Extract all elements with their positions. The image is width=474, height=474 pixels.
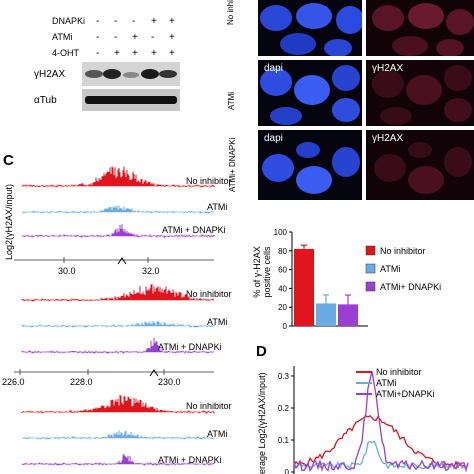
treatment-sign: + <box>114 48 120 59</box>
treatment-sign: - <box>132 16 136 27</box>
treatment-sign: - <box>96 16 100 27</box>
track-atmi-1-signal <box>22 205 215 214</box>
treatment-sign: + <box>151 48 157 59</box>
track-atmi-dnapki-1-signal <box>21 223 215 238</box>
blot-label-atub: αTub <box>34 95 57 106</box>
peak-marker-2 <box>149 369 159 377</box>
track-no-inhibitor-1-signal <box>21 166 215 188</box>
track-atmi-2-signal <box>21 320 215 328</box>
micrograph-dapi-atmi-dnapki <box>258 130 362 200</box>
track-label-atmi-1: ATMi <box>207 202 228 212</box>
treatment-sign: - <box>96 48 100 59</box>
y-tick-label: 80 <box>278 247 287 256</box>
y-tick-label: 100 <box>274 228 288 237</box>
panel-d-letter: D <box>256 343 267 360</box>
track-label-atmi-2: ATMi <box>207 317 228 327</box>
micrograph-gh2ax-atmi <box>366 60 474 126</box>
treatment-sign: + <box>169 48 175 59</box>
row-label-dnapki: DNAPKi <box>52 16 86 26</box>
track-atmi-dnapki-2-signal <box>21 337 215 354</box>
track-label-atmi-3: ATMi <box>207 429 228 439</box>
treatment-sign: + <box>132 32 138 43</box>
profile-atmi-dnapki <box>293 371 469 473</box>
track-label-atmi-dnapki-1: ATMi + DNAPKi <box>162 225 226 235</box>
legend-label: ATMi <box>376 378 396 388</box>
legend-label: ATMi <box>380 264 400 274</box>
treatment-sign: + <box>151 16 157 27</box>
legend-label: No inhibitor <box>376 367 422 377</box>
panel-c-letter: C <box>3 152 14 169</box>
track-no-inhibitor-2-signal <box>21 284 215 302</box>
legend-label: No inhibitor <box>380 246 426 256</box>
y-tick-label: 0 <box>285 468 290 474</box>
treatment-sign: - <box>96 32 100 43</box>
panel-d-ylabel: erage Log2(γH2AX/input) <box>257 372 267 474</box>
y-tick-label: 20 <box>278 303 287 312</box>
western-blot-atub <box>82 89 180 111</box>
treatment-sign: - <box>114 16 118 27</box>
treatment-sign: - <box>151 32 155 43</box>
treatment-sign: + <box>169 32 175 43</box>
bar <box>338 304 358 326</box>
panel-c-ylabel: Log2(γH2AX/input) <box>4 183 14 260</box>
track-label-atmi-dnapki-3: ATMi + DNAPKi <box>158 455 222 465</box>
treatment-sign: - <box>114 32 118 43</box>
western-blot-gh2ax <box>82 62 180 86</box>
y-tick-label: 0.1 <box>278 436 290 445</box>
track-label-no-inhibitor-2: No inhibitor <box>186 289 232 299</box>
track-label-no-inhibitor-1: No inhibitor <box>186 176 232 186</box>
y-tick-label: 60 <box>278 266 287 275</box>
bar-chart: 0 20 40 60 80 100 No inhibitor ATMi ATMi+ DNAPKi <box>274 228 441 331</box>
legend-swatch <box>365 245 376 256</box>
y-tick-label: 0.3 <box>278 372 290 381</box>
y-tick-label: 0 <box>283 322 288 331</box>
micrograph-dapi-atmi <box>258 60 362 126</box>
axis1-tick-30: 30.0 <box>58 266 76 276</box>
axis2-tick-230: 230.0 <box>158 377 181 387</box>
micrograph-label-dapi-atmi: dapi <box>264 63 283 74</box>
track-atmi-dnapki-3-signal <box>21 453 215 466</box>
track-atmi-3-signal <box>21 430 215 440</box>
micrograph-dapi-no-inhibitor <box>258 0 362 56</box>
y-tick-label: 0.2 <box>278 404 290 413</box>
row-label-atmi: ATMi <box>52 32 73 42</box>
track-label-atmi-dnapki-2: ATMi + DNAPKi <box>158 342 222 352</box>
micrograph-label-dapi-atmi-dnapki: dapi <box>264 133 283 144</box>
axis1-tick-32: 32.0 <box>142 266 160 276</box>
blot-label-gh2ax: γH2AX <box>34 69 66 80</box>
bar <box>316 303 336 326</box>
row-label-atmi-micro: ATMi <box>227 91 236 110</box>
bar <box>294 248 314 326</box>
axis2-tick-226: 226.0 <box>2 377 25 387</box>
legend-label: ATMi+ DNAPKi <box>380 282 441 292</box>
treatment-sign: + <box>132 48 138 59</box>
legend-swatch <box>365 281 376 292</box>
legend-label: ATMi+DNAPKi <box>376 389 435 399</box>
genome-track-plot <box>14 166 215 466</box>
micrograph-gh2ax-no-inhibitor <box>366 0 474 56</box>
track-label-no-inhibitor-3: No inhibitor <box>186 401 232 411</box>
treatment-sign: + <box>169 16 175 27</box>
legend-swatch <box>365 263 376 274</box>
micrograph-label-gh2ax-atmi: γH2AX <box>372 63 404 74</box>
row-label-no-inhibitor: No inhibit <box>226 0 235 25</box>
row-label-4oht: 4-OHT <box>52 48 79 58</box>
track-no-inhibitor-3-signal <box>21 394 215 414</box>
y-tick-label: 40 <box>278 284 287 293</box>
axis2-tick-228: 228.0 <box>70 377 93 387</box>
micrograph-gh2ax-atmi-dnapki <box>366 130 474 200</box>
micrograph-label-gh2ax-atmi-dnapki: γH2AX <box>372 133 404 144</box>
peak-marker-1 <box>117 257 127 265</box>
